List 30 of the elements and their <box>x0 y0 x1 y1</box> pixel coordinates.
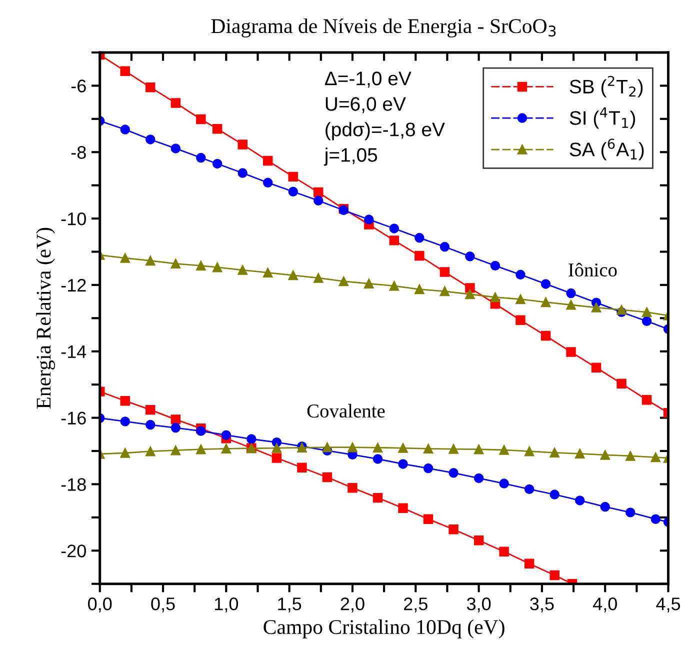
x-tick-label: 4,0 <box>592 598 617 612</box>
legend-label: SB ($^{2}$T$_{2}$) <box>570 76 643 98</box>
annotation: U=6,0 eV <box>326 97 406 114</box>
x-tick-label: 1,5 <box>278 598 302 612</box>
y-tick-label: -16 <box>61 412 86 425</box>
x-tick-label: 1,0 <box>215 598 238 612</box>
x-tick-label: 2,5 <box>404 598 428 612</box>
x-tick-label: 3,5 <box>530 598 554 612</box>
y-tick-label: -20 <box>61 544 86 558</box>
annotation: (pdσ)=-1,8 eV <box>326 122 445 140</box>
legend-label: SI ($^{4}$T$_{1}$) <box>570 107 636 129</box>
y-axis-title: Energia Relativa (eV) <box>36 228 56 409</box>
y-tick-label: -10 <box>61 212 86 226</box>
annotation: Iônico <box>568 262 617 277</box>
y-tick-label: -14 <box>61 345 86 358</box>
chart-title: Diagrama de Níveis de Energia - SrCoO$_{3}$ <box>211 18 556 38</box>
annotation: Δ=-1,0 eV <box>324 72 412 88</box>
y-tick-label: -8 <box>71 146 86 159</box>
y-tick-label: -12 <box>61 278 86 292</box>
x-axis-title: Campo Cristalino 10Dq (eV) <box>264 619 504 638</box>
annotation: j=1,05 <box>324 148 378 166</box>
x-tick-label: 2,0 <box>340 598 364 612</box>
x-tick-label: 0,0 <box>88 598 112 612</box>
legend-label: SA ($^{6}$A$_{1}$) <box>570 138 644 160</box>
y-tick-label: -6 <box>71 80 86 92</box>
y-tick-label: -18 <box>61 478 86 491</box>
annotation: Covalente <box>307 404 385 418</box>
x-tick-label: 3,0 <box>466 598 491 612</box>
x-tick-label: 4,5 <box>656 598 680 612</box>
x-tick-label: 0,5 <box>151 598 175 612</box>
